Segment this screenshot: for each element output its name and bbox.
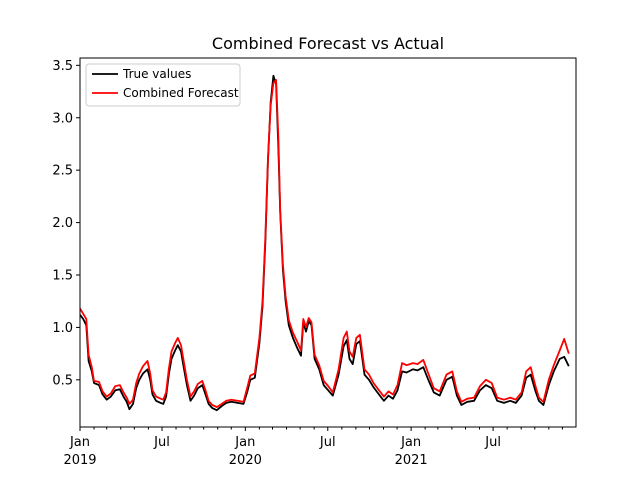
y-tick-label-0: 0.5 xyxy=(52,373,73,388)
y-tick-label-2: 1.5 xyxy=(52,268,73,283)
legend-label-combined-forecast: Combined Forecast xyxy=(123,86,239,100)
series-line-1 xyxy=(79,79,570,408)
x-tick-label-5: Jul xyxy=(484,435,501,450)
x-tick-label-1: Jul xyxy=(153,435,170,450)
x-tick-label-4: Jan xyxy=(400,435,421,450)
x-tick-year-0: 2019 xyxy=(63,453,96,468)
x-tick-label-3: Jul xyxy=(319,435,336,450)
x-tick-year-4: 2021 xyxy=(395,453,428,468)
x-tick-year-2: 2020 xyxy=(229,453,262,468)
y-axis: 0.5 1.0 1.5 2.0 2.5 3.0 3.5 xyxy=(52,59,80,388)
y-tick-label-3: 2.0 xyxy=(52,216,73,231)
x-axis: Jan 2019 Jul Jan 2020 Jul Jan 2021 Jul xyxy=(63,427,563,468)
chart-title: Combined Forecast vs Actual xyxy=(212,34,444,53)
y-tick-label-1: 1.0 xyxy=(52,321,73,336)
x-tick-label-2: Jan xyxy=(234,435,255,450)
x-tick-label-0: Jan xyxy=(69,435,90,450)
legend-box xyxy=(85,63,241,107)
y-tick-label-6: 3.5 xyxy=(52,59,73,74)
legend-label-true-values: True values xyxy=(122,67,191,81)
series-layer xyxy=(79,74,570,412)
legend: True values Combined Forecast xyxy=(85,63,241,107)
y-tick-label-5: 3.0 xyxy=(52,111,73,126)
y-tick-label-4: 2.5 xyxy=(52,164,73,179)
